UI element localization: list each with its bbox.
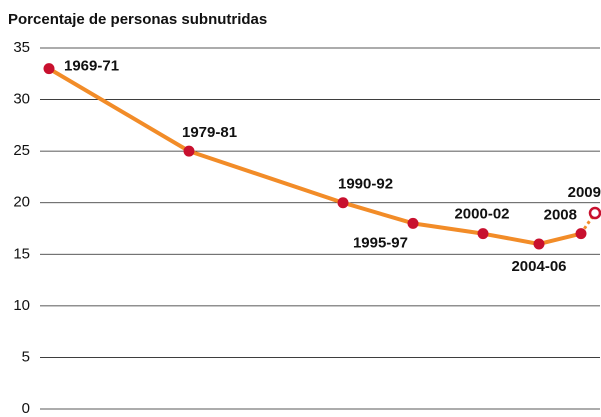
y-tick-label: 15 — [13, 245, 30, 262]
marker — [588, 206, 601, 220]
marker — [477, 228, 489, 240]
marker — [575, 228, 587, 240]
y-tick-label: 30 — [13, 91, 30, 108]
marker — [533, 238, 545, 250]
point-label: 1990-92 — [338, 176, 393, 193]
y-tick-label: 0 — [22, 400, 30, 417]
chart-title: Porcentaje de personas subnutridas — [8, 11, 267, 28]
point-label: 1995-97 — [353, 234, 408, 251]
y-tick-label: 5 — [22, 348, 30, 365]
point-label: 2000-02 — [454, 206, 509, 223]
y-tick-label: 25 — [13, 142, 30, 159]
point-label: 2008 — [544, 207, 577, 224]
y-tick-label: 35 — [13, 39, 30, 56]
marker — [43, 63, 55, 75]
marker — [407, 217, 419, 229]
y-tick-label: 10 — [13, 297, 30, 314]
point-label: 1979-81 — [182, 124, 237, 141]
marker — [337, 197, 349, 209]
point-label: 2009 — [568, 184, 601, 201]
point-label: 2004-06 — [511, 258, 566, 275]
y-tick-label: 20 — [13, 194, 30, 211]
marker — [183, 145, 195, 157]
point-label: 1969-71 — [64, 58, 119, 75]
